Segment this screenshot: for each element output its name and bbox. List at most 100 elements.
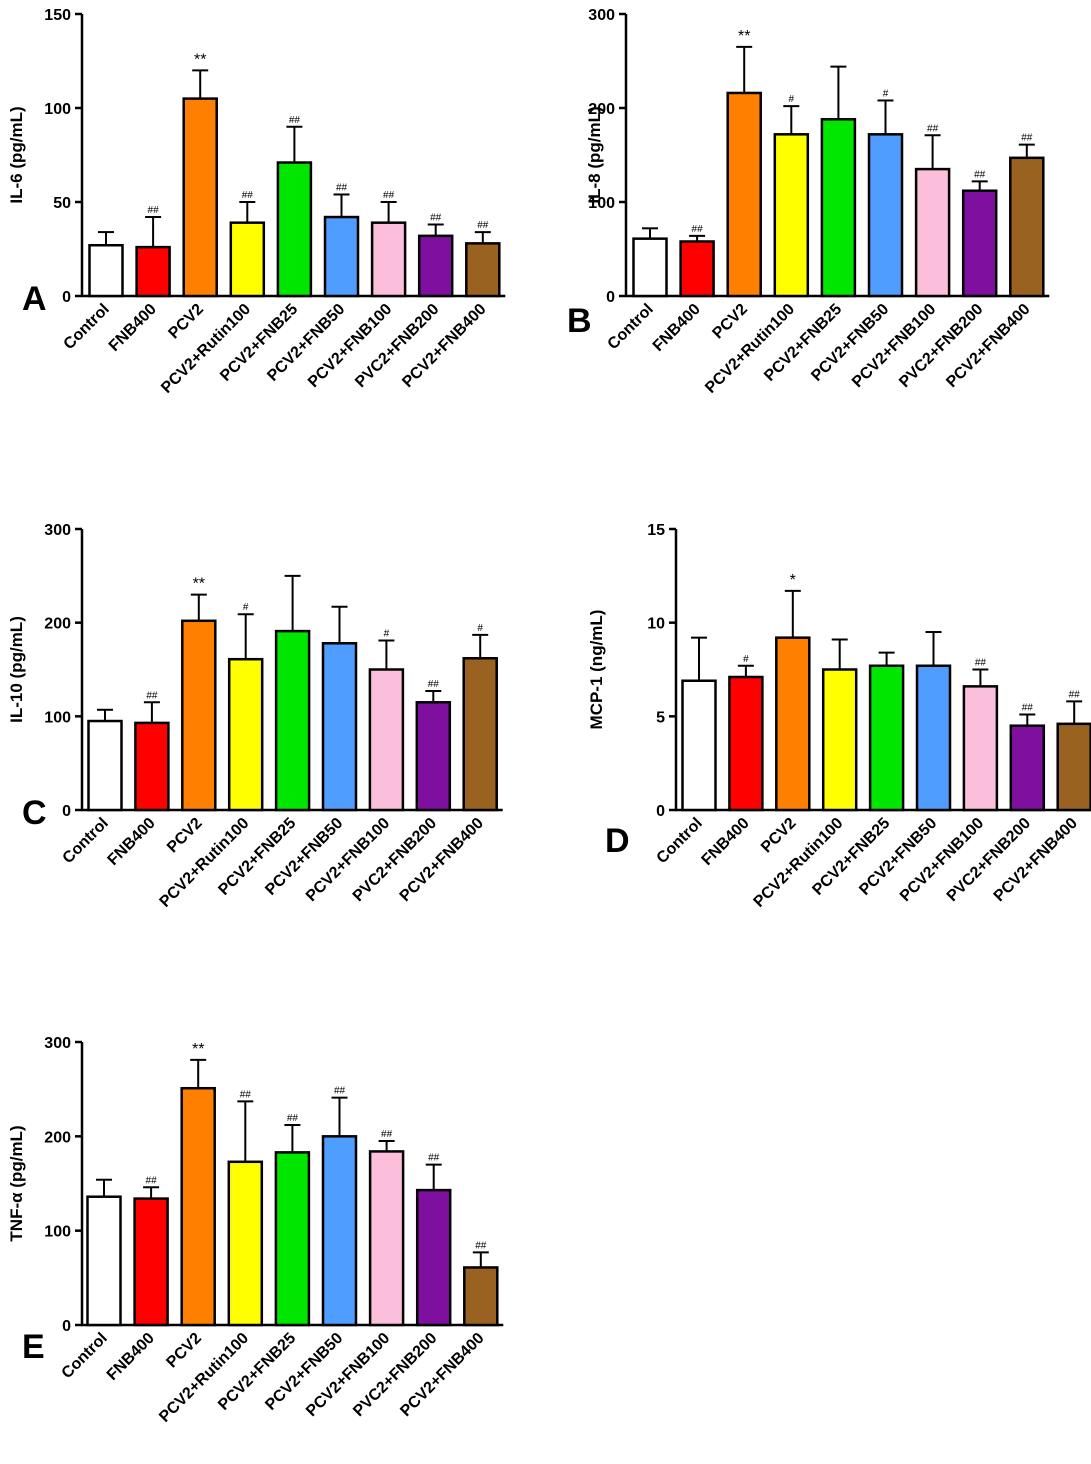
x-tick-label: PCV2+FNB400 bbox=[399, 301, 489, 391]
bar-pcv2-rutin100 bbox=[227, 657, 264, 812]
y-tick-label: 100 bbox=[44, 101, 71, 118]
bar-pcv2-rutin100 bbox=[821, 668, 858, 812]
significance-label: ## bbox=[428, 1153, 440, 1164]
y-tick-label: 300 bbox=[588, 7, 615, 24]
significance-label: ## bbox=[974, 169, 986, 180]
x-tick-label: PCV2+Rutin100 bbox=[702, 301, 798, 397]
y-tick-label: 0 bbox=[62, 803, 71, 820]
significance-label: * bbox=[790, 572, 796, 589]
x-tick-label: PCV2+FNB100 bbox=[303, 815, 393, 905]
x-tick-label: Control bbox=[654, 815, 706, 867]
bar-fnb400 bbox=[728, 675, 764, 812]
significance-label: ## bbox=[428, 679, 440, 690]
y-axis-label: MCP-1 (ng/mL) bbox=[587, 610, 606, 730]
x-tick-label: Control bbox=[60, 815, 112, 867]
x-tick-label: Control bbox=[605, 301, 657, 353]
bar-control bbox=[632, 237, 668, 298]
y-tick-label: 100 bbox=[44, 1224, 71, 1241]
y-axis-label: TNF-α (pg/mL) bbox=[7, 1125, 26, 1241]
bar-pcv2-fnb25 bbox=[820, 118, 857, 298]
significance-label: ## bbox=[289, 115, 301, 126]
y-tick-label: 200 bbox=[44, 1129, 71, 1146]
significance-label: ** bbox=[192, 1041, 204, 1058]
bar-pvc2-fnb200 bbox=[415, 701, 452, 812]
bar-pvc2-fnb200 bbox=[415, 1188, 452, 1327]
y-tick-label: 5 bbox=[656, 709, 665, 726]
bar-pvc2-fnb200 bbox=[1009, 724, 1046, 812]
bar-pcv2-fnb400 bbox=[1056, 722, 1091, 812]
significance-label: ## bbox=[146, 1175, 158, 1186]
x-tick-label: PCV2+FNB100 bbox=[897, 815, 987, 905]
bar-control bbox=[681, 679, 717, 812]
bar-pcv2-fnb100 bbox=[370, 221, 407, 298]
x-tick-label: PVC2+FNB200 bbox=[350, 815, 440, 905]
significance-label: ## bbox=[1021, 133, 1033, 144]
bar-pcv2-fnb25 bbox=[868, 664, 905, 812]
bar-pcv2-fnb100 bbox=[368, 668, 405, 812]
significance-label: ## bbox=[975, 658, 987, 669]
bar-control bbox=[87, 719, 123, 812]
significance-label: ## bbox=[477, 220, 489, 231]
significance-label: ** bbox=[738, 28, 750, 45]
bar-fnb400 bbox=[679, 240, 715, 298]
bar-pcv2-fnb400 bbox=[1009, 156, 1045, 298]
bar-fnb400 bbox=[134, 721, 170, 812]
significance-label: ## bbox=[475, 1240, 487, 1251]
significance-label: ## bbox=[927, 123, 939, 134]
panel-letter: C bbox=[22, 794, 47, 832]
x-tick-label: PCV2 bbox=[758, 815, 800, 857]
bar-pcv2-fnb100 bbox=[962, 685, 999, 812]
significance-label: ## bbox=[692, 224, 704, 235]
x-tick-label: PCV2+FNB400 bbox=[397, 815, 487, 905]
bar-pcv2 bbox=[180, 1086, 216, 1327]
x-tick-label: PVC2+FNB200 bbox=[352, 301, 442, 391]
y-tick-label: 150 bbox=[44, 7, 71, 24]
bar-pcv2-fnb50 bbox=[867, 133, 904, 298]
bar-fnb400 bbox=[133, 1197, 169, 1327]
bar-fnb400 bbox=[135, 245, 171, 298]
y-tick-label: 300 bbox=[44, 1035, 71, 1052]
significance-label: ## bbox=[334, 1086, 346, 1097]
significance-label: ## bbox=[242, 190, 254, 201]
panel-letter: B bbox=[567, 302, 592, 340]
significance-label: # bbox=[243, 602, 249, 613]
bar-pcv2-fnb50 bbox=[915, 664, 952, 812]
y-tick-label: 0 bbox=[62, 289, 71, 306]
significance-label: # bbox=[477, 623, 483, 634]
bar-pcv2-rutin100 bbox=[229, 221, 266, 298]
x-tick-label: PVC2+FNB200 bbox=[350, 1330, 440, 1420]
significance-label: ## bbox=[240, 1089, 252, 1100]
significance-label: ## bbox=[336, 182, 348, 193]
bar-pcv2-fnb50 bbox=[321, 642, 358, 812]
x-tick-label: Control bbox=[59, 1330, 111, 1382]
significance-label: ## bbox=[1069, 689, 1081, 700]
bar-pcv2-rutin100 bbox=[227, 1160, 264, 1327]
bar-pcv2 bbox=[181, 619, 217, 812]
significance-label: ## bbox=[148, 205, 160, 216]
bar-pcv2-fnb25 bbox=[274, 1151, 311, 1327]
y-tick-label: 200 bbox=[588, 101, 615, 118]
panel-letter: D bbox=[605, 822, 630, 860]
bar-pcv2-fnb400 bbox=[465, 242, 501, 298]
y-tick-label: 0 bbox=[62, 1318, 71, 1335]
bar-pcv2-fnb400 bbox=[462, 657, 498, 812]
x-tick-label: PCV2+FNB100 bbox=[849, 301, 939, 391]
y-tick-label: 100 bbox=[44, 709, 71, 726]
y-axis-label: IL-8 (pg/mL) bbox=[585, 106, 604, 203]
bar-pcv2-fnb25 bbox=[274, 629, 311, 812]
significance-label: ## bbox=[430, 213, 442, 224]
x-tick-label: Control bbox=[61, 301, 113, 353]
significance-label: # bbox=[789, 94, 795, 105]
panel-letter: E bbox=[22, 1328, 45, 1366]
significance-label: ## bbox=[383, 190, 395, 201]
x-tick-label: PVC2+FNB200 bbox=[896, 301, 986, 391]
significance-label: ## bbox=[1022, 702, 1034, 713]
x-tick-label: PCV2+FNB400 bbox=[991, 815, 1081, 905]
significance-label: ** bbox=[193, 576, 205, 593]
significance-label: # bbox=[384, 628, 390, 639]
bar-pcv2-fnb50 bbox=[321, 1135, 358, 1327]
bar-pcv2 bbox=[182, 97, 218, 298]
